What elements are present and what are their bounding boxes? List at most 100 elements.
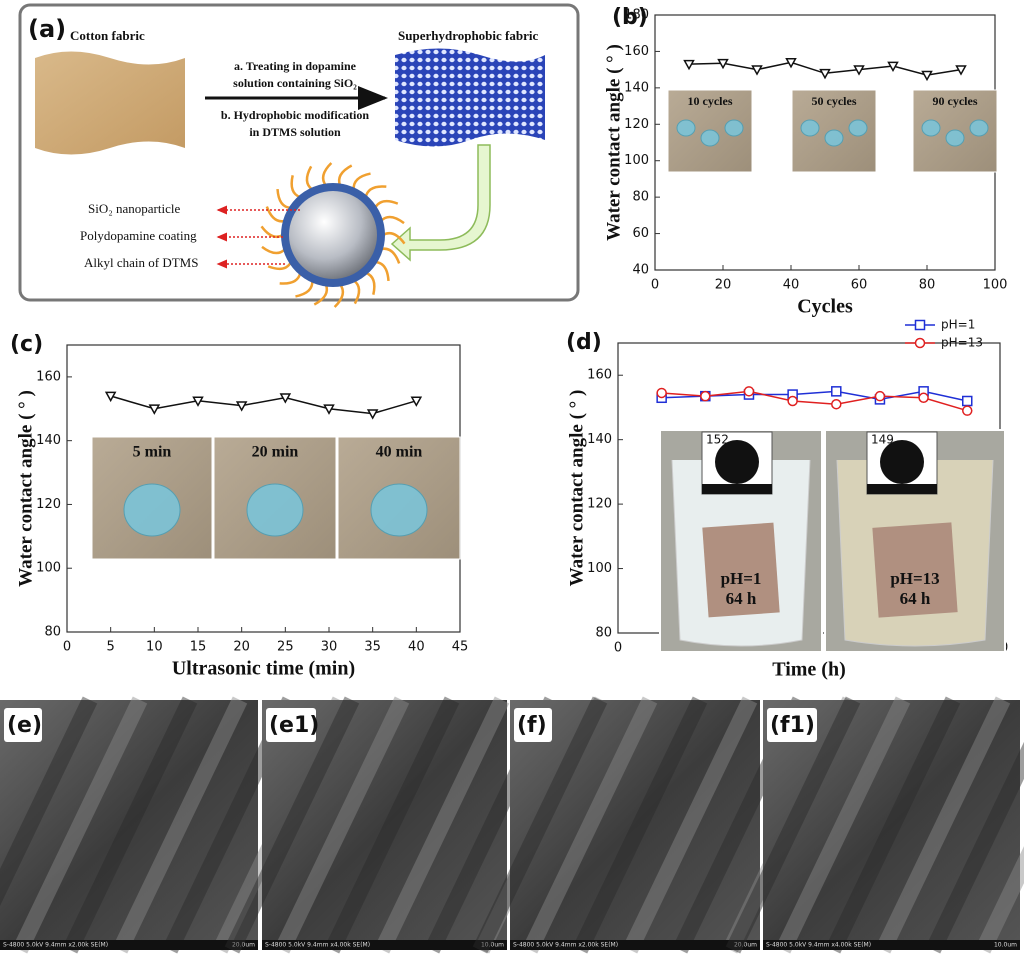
fiber-texture bbox=[572, 696, 708, 954]
panel-label: (b) bbox=[612, 5, 648, 30]
right-title: Superhydrophobic fabric bbox=[398, 28, 538, 43]
sem-scale: 10.0um bbox=[994, 942, 1017, 949]
inset-label: 5 min bbox=[133, 444, 172, 461]
marker bbox=[853, 65, 865, 76]
marker bbox=[192, 396, 204, 407]
label-bg bbox=[767, 708, 817, 742]
marker bbox=[743, 386, 755, 397]
sem-footer bbox=[763, 940, 1020, 950]
sem-scale: 20.0um bbox=[232, 942, 255, 949]
inset-label: 10 cycles bbox=[688, 94, 733, 108]
y-tick-label: 120 bbox=[624, 117, 649, 132]
inset-label: 90 cycles bbox=[933, 94, 978, 108]
y-axis-label: Water contact angle ( ° ) bbox=[15, 390, 36, 587]
fiber-texture bbox=[825, 696, 961, 954]
fiber-texture bbox=[775, 696, 911, 954]
step-a: solution containing SiO₂ bbox=[233, 76, 357, 90]
part-label: Alkyl chain of DTMS bbox=[84, 255, 198, 270]
y-tick-label: 40 bbox=[632, 263, 649, 278]
droplet bbox=[370, 483, 428, 537]
y-tick-label: 160 bbox=[36, 369, 61, 384]
droplet bbox=[848, 119, 868, 137]
x-tick-label: 40 bbox=[783, 278, 800, 293]
x-tick-label: 0 bbox=[63, 640, 71, 655]
sem-footer bbox=[0, 940, 258, 950]
droplet bbox=[724, 119, 744, 137]
marker bbox=[366, 409, 379, 420]
x-axis-label: Time (h) bbox=[772, 659, 846, 681]
y-tick-label: 100 bbox=[587, 561, 612, 576]
cotton-fabric bbox=[35, 51, 185, 155]
drop-base bbox=[867, 484, 937, 494]
x-tick-label: 0 bbox=[614, 641, 622, 656]
droplet bbox=[969, 119, 989, 137]
inset-label: 64 h bbox=[726, 589, 757, 608]
panel-label: (c) bbox=[10, 332, 43, 357]
x-tick-label: 30 bbox=[321, 640, 338, 655]
marker bbox=[410, 396, 423, 407]
y-tick-label: 140 bbox=[36, 433, 61, 448]
series-line bbox=[110, 395, 417, 415]
panel-label: (e1) bbox=[269, 713, 319, 738]
fiber-texture bbox=[224, 696, 360, 954]
fiber-texture bbox=[112, 696, 248, 954]
marker bbox=[323, 404, 335, 415]
marker bbox=[235, 401, 248, 412]
marker bbox=[831, 386, 842, 397]
y-axis-label: Water contact angle ( ° ) bbox=[566, 390, 587, 587]
legend-label: pH=13 bbox=[941, 336, 983, 350]
droplet bbox=[921, 119, 941, 137]
droplet bbox=[123, 483, 181, 537]
marker bbox=[962, 405, 973, 416]
fiber-texture bbox=[374, 696, 510, 954]
y-tick-label: 80 bbox=[632, 190, 649, 205]
fabric-sample bbox=[872, 522, 958, 618]
inset-label: 64 h bbox=[900, 589, 931, 608]
marker bbox=[914, 337, 926, 349]
x-tick-label: 20 bbox=[715, 278, 732, 293]
sem-scale: 10.0um bbox=[481, 942, 504, 949]
green-arrow bbox=[390, 144, 491, 262]
sem-image bbox=[510, 700, 760, 950]
label-bg bbox=[266, 708, 316, 742]
sem-scale: 20.0um bbox=[734, 942, 757, 949]
droplet bbox=[246, 483, 304, 537]
x-tick-label: 0 bbox=[651, 278, 659, 293]
drop-profile bbox=[880, 440, 924, 484]
part-label: Polydopamine coating bbox=[80, 228, 197, 243]
step-b: b. Hydrophobic modification bbox=[221, 108, 369, 122]
x-tick-label: 35 bbox=[364, 640, 381, 655]
marker bbox=[914, 319, 926, 331]
step-b: in DTMS solution bbox=[249, 125, 341, 139]
fiber-texture bbox=[274, 696, 410, 954]
fabric-sample bbox=[702, 522, 780, 618]
part-label: SiO₂ nanoparticle bbox=[88, 201, 180, 216]
x-tick-label: 10 bbox=[146, 640, 163, 655]
marker bbox=[831, 398, 842, 410]
sem-image bbox=[0, 700, 258, 950]
marker bbox=[918, 392, 929, 404]
fiber-texture bbox=[324, 696, 460, 954]
fiber-texture bbox=[875, 696, 1011, 954]
x-tick-label: 80 bbox=[919, 278, 936, 293]
panel-label: (e) bbox=[7, 713, 42, 738]
fiber-texture bbox=[975, 846, 1024, 954]
x-tick-label: 45 bbox=[452, 640, 469, 655]
y-tick-label: 120 bbox=[36, 497, 61, 512]
sem-info: S-4800 5.0kV 9.4mm x2.00k SE(M) bbox=[3, 942, 108, 949]
inset-label: pH=13 bbox=[890, 569, 939, 588]
x-axis-label: Ultrasonic time (min) bbox=[172, 658, 355, 680]
label-bg bbox=[514, 708, 552, 742]
x-tick-label: 20 bbox=[233, 640, 250, 655]
drop-profile bbox=[715, 440, 759, 484]
drop-base bbox=[702, 484, 772, 494]
y-tick-label: 60 bbox=[632, 226, 649, 241]
panel-label: (f1) bbox=[770, 713, 815, 738]
fiber-texture bbox=[725, 696, 861, 954]
panel-a: (a) Cotton fabric Superhydrophobic fabri… bbox=[18, 3, 580, 308]
marker bbox=[921, 70, 933, 82]
y-tick-label: 120 bbox=[587, 497, 612, 512]
y-axis-label: Water contact angle ( ° ) bbox=[603, 44, 624, 241]
marker bbox=[785, 58, 797, 69]
